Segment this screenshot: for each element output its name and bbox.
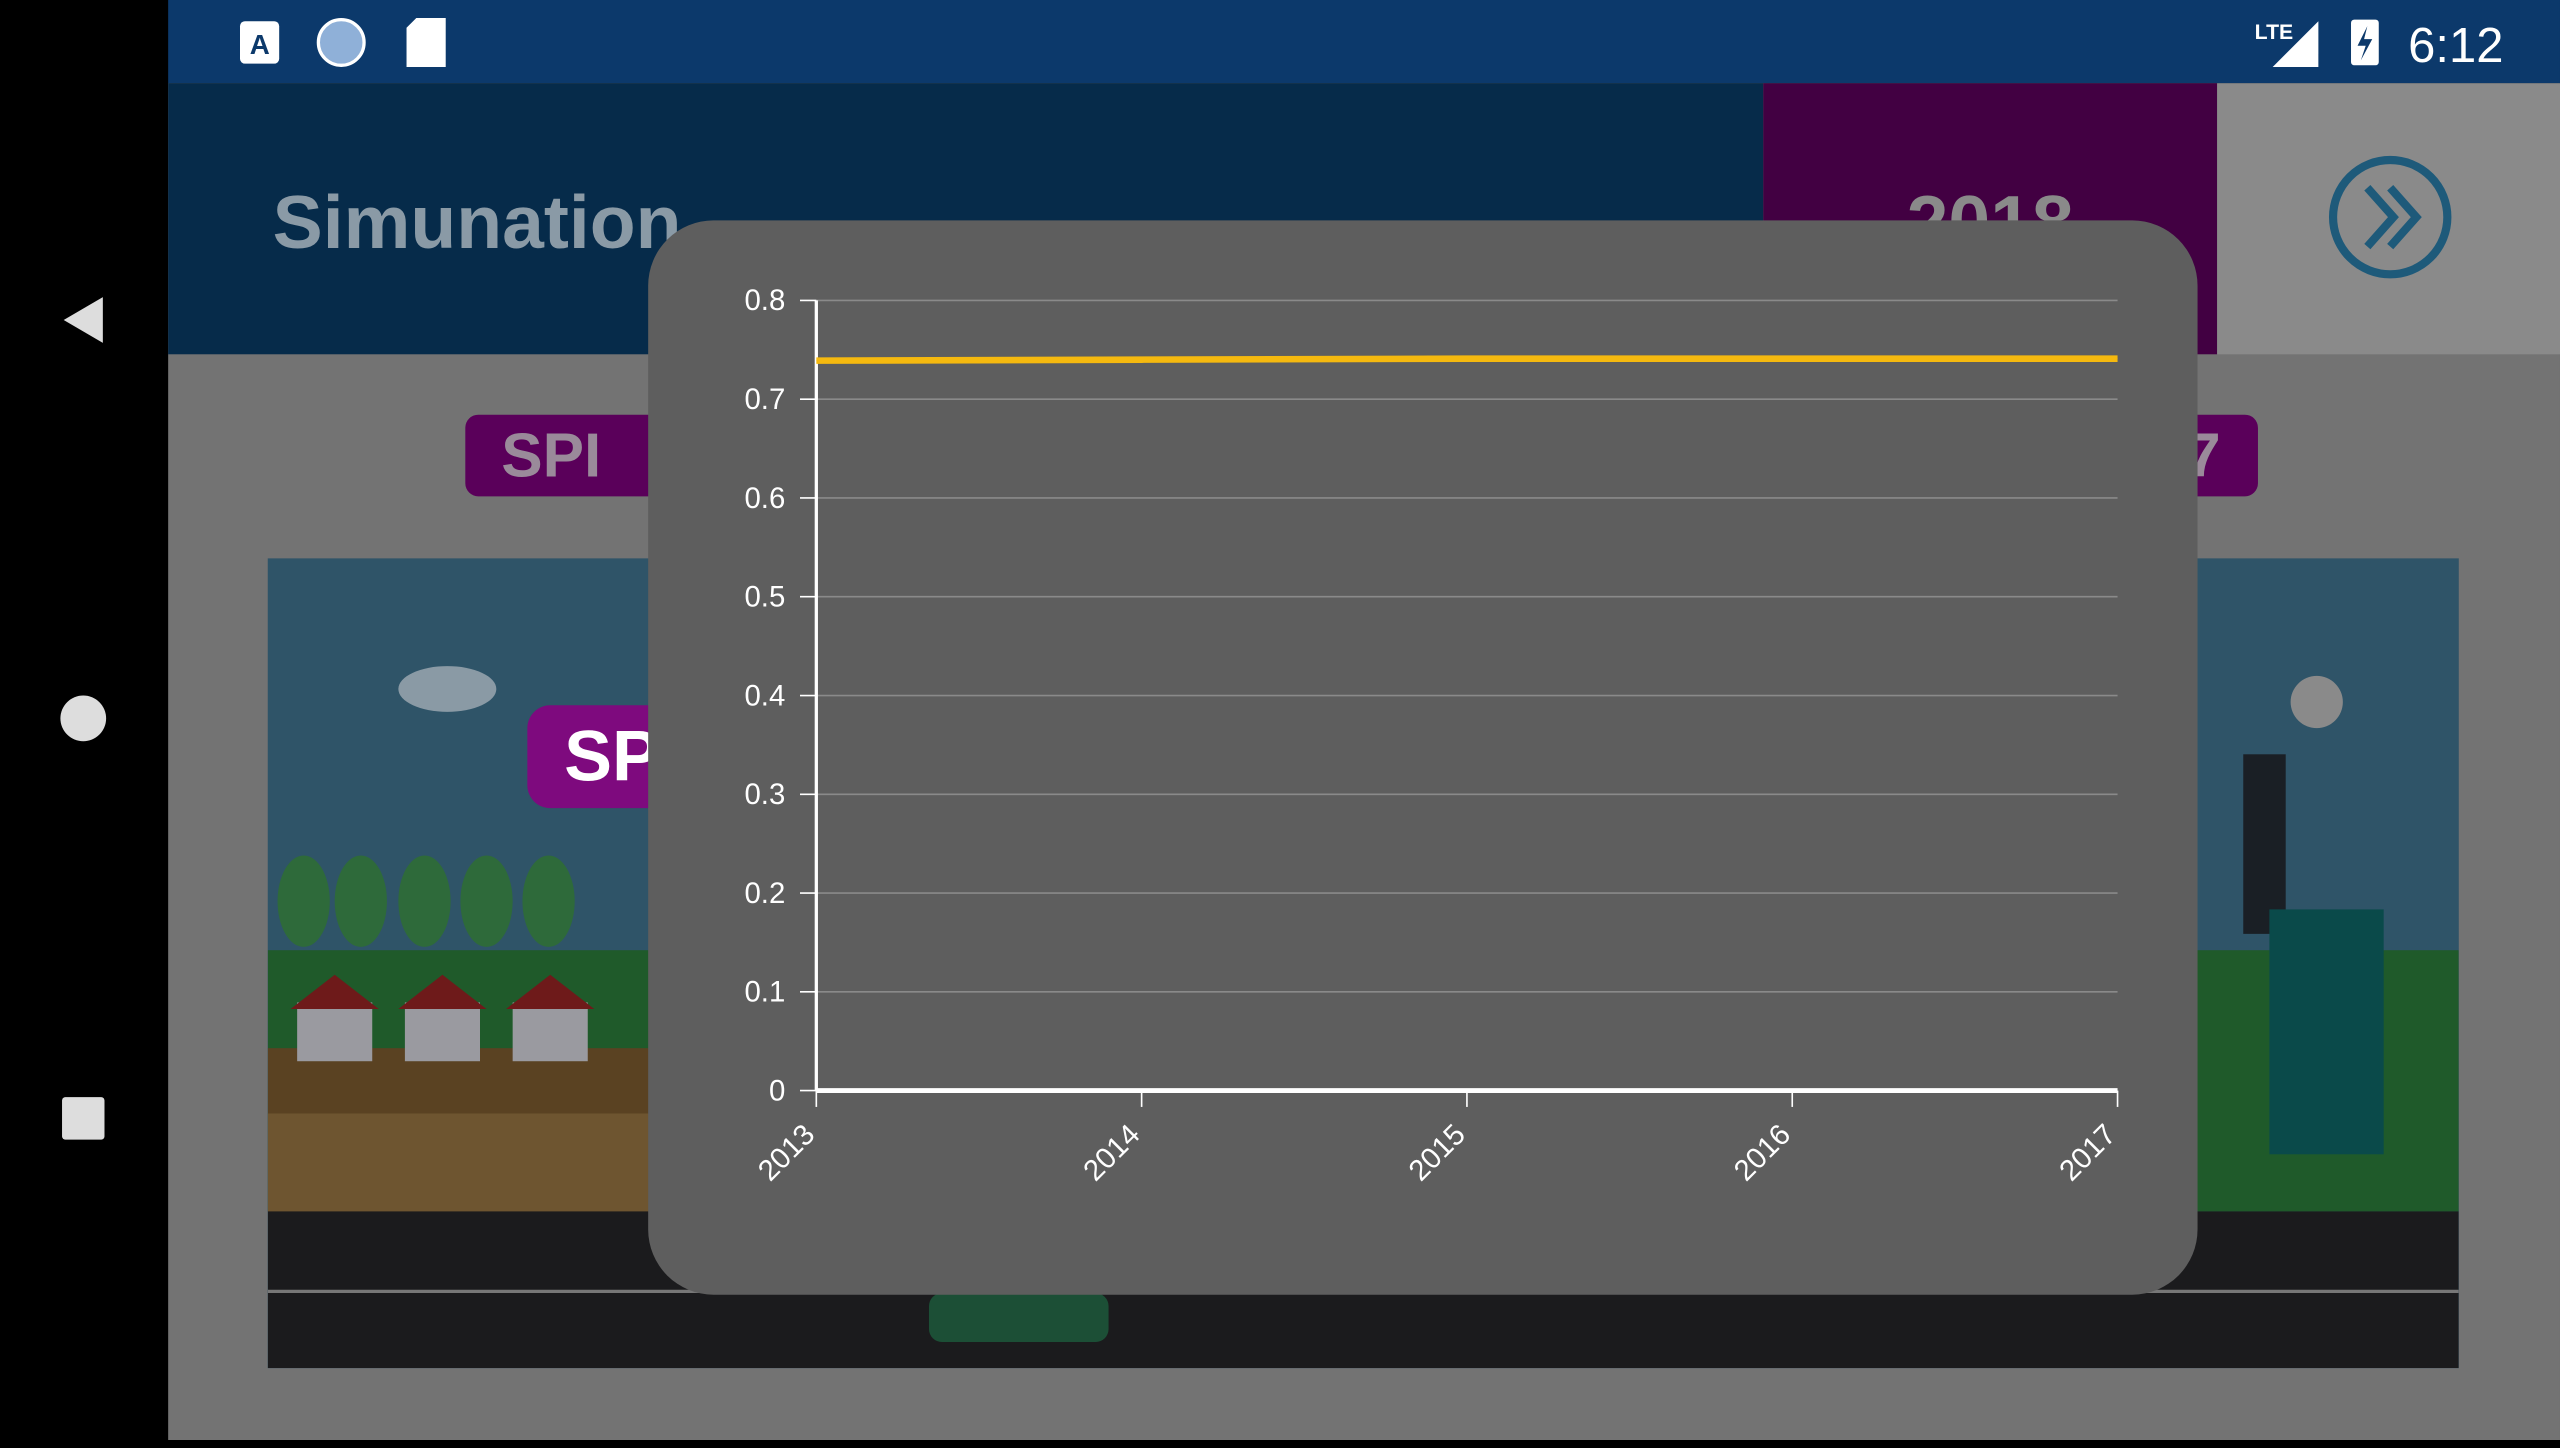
- nav-buttons: [0, 0, 168, 1440]
- network-label: LTE: [2255, 21, 2294, 44]
- y-tick-label: 0.3: [744, 778, 785, 811]
- y-tick-label: 0.1: [744, 976, 785, 1009]
- x-tick-label: 2016: [1728, 1118, 1798, 1188]
- status-bar: A LTE 6:12: [168, 0, 2560, 83]
- back-icon[interactable]: [64, 297, 103, 343]
- y-tick-label: 0.5: [744, 581, 785, 614]
- sync-icon: [318, 20, 364, 66]
- navigation-bar: [0, 0, 168, 1440]
- x-tick-label: 2017: [2053, 1118, 2123, 1188]
- clock: 6:12: [2408, 19, 2503, 73]
- spi-line-chart: 0 0.1 0.2 0.3 0.4 0.5 0.6 0.7 0.8 2013 2014 2015 201…: [648, 220, 2197, 1294]
- y-tick-label: 0.2: [744, 877, 785, 910]
- y-tick-label: 0: [769, 1074, 785, 1107]
- x-tick-label: 2014: [1077, 1118, 1147, 1188]
- svg-text:A: A: [250, 29, 270, 60]
- y-tick-label: 0.7: [744, 383, 785, 416]
- home-icon[interactable]: [60, 696, 106, 742]
- x-tick-label: 2015: [1402, 1118, 1472, 1188]
- y-tick-label: 0.4: [744, 679, 785, 712]
- recents-icon[interactable]: [62, 1097, 104, 1139]
- x-tick-label: 2013: [752, 1118, 822, 1188]
- y-tick-label: 0.8: [744, 284, 785, 317]
- series-line: [816, 359, 2117, 361]
- sd-card-icon: [407, 18, 446, 67]
- y-tick-label: 0.6: [744, 482, 785, 515]
- status-icons: A LTE 6:12: [168, 0, 2560, 83]
- chart-dialog[interactable]: 0 0.1 0.2 0.3 0.4 0.5 0.6 0.7 0.8 2013 2014 2015 201…: [648, 220, 2197, 1294]
